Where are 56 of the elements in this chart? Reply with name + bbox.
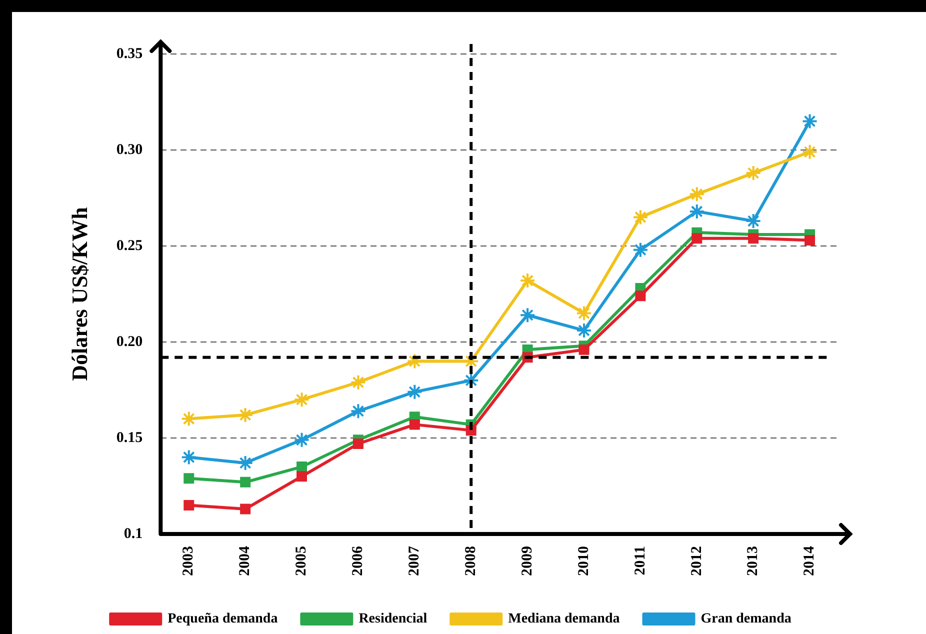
point (745, 165, 762, 182)
legend-label: Residencial (358, 612, 428, 627)
point (802, 113, 818, 130)
point (748, 233, 759, 244)
point (576, 305, 592, 322)
legend-label: Gran demanda (700, 612, 792, 627)
y-tick-label: 0.15 (116, 430, 143, 446)
point (296, 471, 308, 482)
x-tick-label: 2014 (802, 546, 818, 576)
x-tick-label: 2003 (180, 546, 197, 576)
legend-label: Pequeña demanda (168, 612, 278, 627)
point (350, 403, 366, 420)
y-tick-label: 0.20 (116, 334, 143, 350)
point (692, 233, 702, 244)
x-tick-label: 2004 (237, 546, 254, 576)
point (406, 384, 423, 400)
point (294, 432, 310, 448)
point (632, 242, 648, 258)
point (350, 374, 366, 390)
y-tick-label: 0.30 (116, 142, 143, 158)
point (180, 449, 197, 466)
point (409, 419, 420, 430)
point (296, 462, 308, 472)
point (688, 186, 705, 202)
x-tick-label: 2013 (745, 546, 762, 576)
x-tick-label: 2011 (632, 546, 648, 576)
point (184, 473, 194, 484)
x-tick-label: 2009 (519, 546, 536, 576)
point (237, 454, 254, 471)
point (632, 209, 648, 226)
legend-label: Mediana demanda (508, 612, 620, 627)
point (804, 235, 816, 246)
x-tick-label: 2010 (576, 546, 592, 576)
point (184, 500, 194, 510)
point (240, 504, 251, 514)
point (240, 476, 251, 488)
point (294, 392, 310, 408)
point (352, 438, 364, 450)
point (802, 144, 818, 160)
x-tick-label: 2005 (294, 546, 310, 576)
point (578, 344, 590, 355)
point (688, 203, 705, 220)
point (635, 290, 646, 302)
point (745, 213, 762, 230)
x-tick-label: 2008 (462, 546, 479, 576)
x-tick-label: 2006 (350, 546, 366, 576)
x-tick-label: 2007 (406, 546, 423, 576)
point (576, 322, 592, 338)
point (520, 272, 536, 289)
y-tick-label: 0.1 (124, 526, 143, 542)
y-tick-label: 0.35 (116, 46, 143, 62)
y-tick-label: 0.25 (116, 238, 143, 254)
y-axis-title: Dólares US$/KWh (66, 207, 92, 381)
x-tick-label: 2012 (688, 546, 705, 576)
point (520, 307, 536, 324)
point (180, 410, 197, 427)
